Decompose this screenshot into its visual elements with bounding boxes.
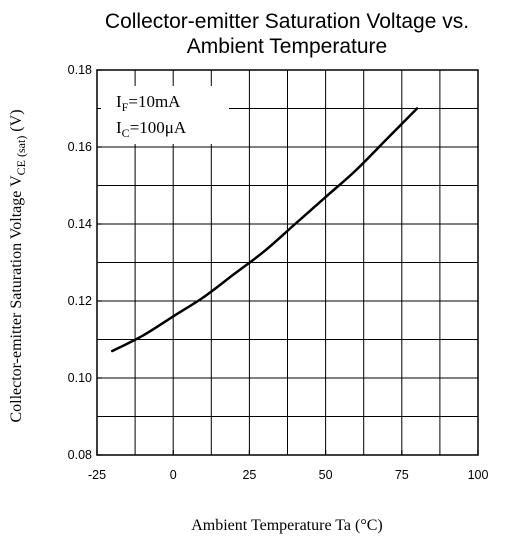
- y-tick-label: 0.12: [68, 294, 92, 308]
- y-tick-label: 0.16: [68, 140, 92, 154]
- series-line: [110, 107, 419, 353]
- plot-frame: [96, 69, 479, 456]
- y-tick-labels: 0.08 0.10 0.12 0.14 0.16 0.18: [68, 63, 92, 462]
- x-axis-label: Ambient Temperature Ta (°C): [191, 517, 383, 534]
- annotation-box: IF=10mA IC=100μA: [101, 86, 229, 144]
- y-axis-label: Collector-emitter Saturation Voltage VCE…: [8, 109, 28, 422]
- x-tick-label: 50: [319, 468, 333, 482]
- y-tick-label: 0.10: [68, 371, 92, 385]
- annotation-ic: IC=100μA: [116, 118, 187, 140]
- chart-title-line1: Collector-emitter Saturation Voltage vs.: [105, 10, 469, 33]
- chart-title-line2: Ambient Temperature: [187, 35, 387, 58]
- x-tick-label: -25: [88, 468, 106, 482]
- axis-ticks: [96, 69, 479, 456]
- annotation-if: IF=10mA: [116, 92, 181, 114]
- x-tick-label: 0: [170, 468, 177, 482]
- y-tick-label: 0.14: [68, 217, 92, 231]
- y-tick-label: 0.18: [68, 63, 92, 77]
- x-tick-label: 100: [468, 468, 489, 482]
- x-tick-label: 75: [395, 468, 409, 482]
- annotation-background: [101, 86, 229, 144]
- x-tick-labels: -25 0 25 50 75 100: [88, 468, 489, 482]
- grid-lines: [97, 70, 478, 455]
- x-tick-label: 25: [242, 468, 256, 482]
- y-tick-label: 0.08: [68, 448, 92, 462]
